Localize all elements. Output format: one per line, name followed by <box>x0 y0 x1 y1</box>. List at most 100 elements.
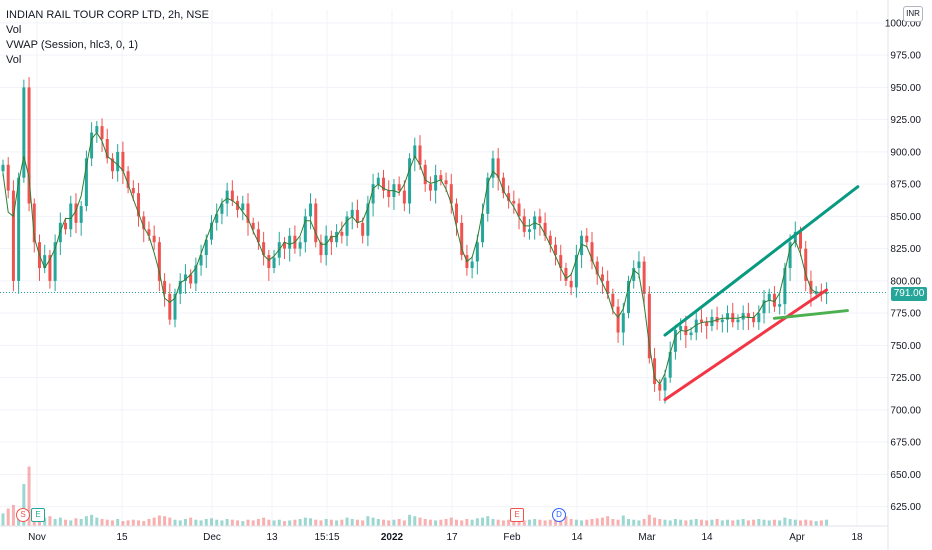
split-event-icon[interactable]: S <box>16 508 30 522</box>
earnings-event-icon-2[interactable]: E <box>510 508 524 522</box>
volume-bar <box>595 518 599 526</box>
candle-body <box>147 229 151 236</box>
candle-body <box>256 229 260 243</box>
volume-bar <box>705 520 709 526</box>
candle-body <box>27 87 31 204</box>
volume-bar <box>309 518 313 526</box>
volume-bar <box>361 520 365 526</box>
symbol-title[interactable]: INDIAN RAIL TOUR CORP LTD, 2h, NSE <box>6 9 209 21</box>
volume-bar <box>679 519 683 526</box>
candle-body <box>444 180 448 185</box>
currency-badge[interactable]: INR <box>903 6 923 22</box>
volume-bar <box>606 516 610 526</box>
candle-body <box>303 216 307 243</box>
volume-bar <box>1 513 5 526</box>
candle-body <box>376 177 380 185</box>
vwap-line <box>2 131 827 386</box>
candle-body <box>131 188 135 194</box>
volume-bar <box>236 520 240 526</box>
chart-grid <box>0 10 888 526</box>
y-tick-label: 875.00 <box>890 180 921 191</box>
candle-body <box>569 280 573 288</box>
candle-body <box>642 261 646 294</box>
volume-bar <box>793 519 797 526</box>
candle-body <box>501 177 505 194</box>
candle-body <box>189 274 193 284</box>
volume-bar <box>355 519 359 526</box>
dividend-event-icon[interactable]: D <box>552 508 566 522</box>
volume-bar <box>230 519 234 526</box>
candle-body <box>246 203 250 223</box>
lower-channel-trendline <box>663 288 829 402</box>
candle-body <box>783 268 787 305</box>
candle-body <box>600 274 604 281</box>
volume-bar <box>574 519 578 526</box>
vwap-legend[interactable]: VWAP (Session, hlc3, 0, 1) <box>6 39 139 51</box>
volume-bar <box>204 519 208 526</box>
candle-body <box>355 209 359 223</box>
candle-body <box>699 319 703 323</box>
volume-bar <box>408 514 412 526</box>
candle-body <box>105 139 109 159</box>
candle-body <box>517 203 521 217</box>
trendline-annotations[interactable] <box>663 185 860 402</box>
volume-bar <box>783 517 787 526</box>
candle-body <box>554 244 558 256</box>
candle-body <box>527 229 531 232</box>
volume-bar <box>168 517 172 526</box>
candle-body <box>178 280 182 294</box>
volume-bar <box>434 520 438 526</box>
last-price-tag: 791.00 <box>891 287 927 301</box>
candle-body <box>491 158 495 178</box>
price-axis[interactable]: 1000.00 975.00 950.00 925.00 900.00 875.00 850… <box>885 0 922 550</box>
volume-bar <box>731 520 735 526</box>
volume-bar <box>465 519 469 526</box>
volume-bar <box>199 520 203 526</box>
volume-bar <box>799 520 803 526</box>
candle-body <box>720 319 724 323</box>
volume-bar <box>69 520 73 526</box>
candle-body <box>616 306 620 333</box>
volume-bar <box>319 520 323 526</box>
volume-bar <box>694 519 698 526</box>
candle-body <box>585 235 589 243</box>
volume-bar <box>428 519 432 526</box>
y-tick-label: 775.00 <box>890 309 921 320</box>
candle-body <box>621 313 625 333</box>
volume-bar <box>736 519 740 526</box>
volume-legend[interactable]: Vol <box>6 24 22 36</box>
volume-bar <box>533 519 537 526</box>
candle-body <box>611 293 615 307</box>
volume-bar <box>710 519 714 526</box>
volume-bar <box>105 519 109 526</box>
candle-body <box>507 193 511 201</box>
volume-bar <box>720 520 724 526</box>
volume-bar <box>663 519 667 526</box>
volume-bar <box>147 519 151 526</box>
candle-body <box>481 213 485 243</box>
volume-bar <box>501 520 505 526</box>
candle-body <box>522 216 526 232</box>
candle-body <box>746 313 750 318</box>
time-axis[interactable]: Nov 15 Dec 13 15:15 2022 17 Feb 14 Mar 14 Apr 18 <box>0 525 888 543</box>
volume-bar <box>788 519 792 526</box>
volume-bar <box>277 519 281 526</box>
candle-body <box>382 177 386 191</box>
volume-bar <box>345 517 349 526</box>
candle-body <box>210 222 213 240</box>
candle-body <box>408 158 412 204</box>
volume-bar <box>621 515 625 526</box>
chart-legend: INDIAN RAIL TOUR CORP LTD, 2h, NSE Vol V… <box>6 8 209 68</box>
volume-bar <box>53 519 57 526</box>
volume-bar <box>585 519 589 526</box>
candle-body <box>752 317 756 323</box>
volume-legend-2[interactable]: Vol <box>6 54 22 66</box>
y-tick-label: 725.00 <box>890 373 921 384</box>
earnings-event-icon[interactable]: E <box>31 508 45 522</box>
volume-bar <box>126 520 130 526</box>
candle-body <box>731 313 735 323</box>
volume-bar <box>100 519 104 526</box>
volume-bar <box>715 519 719 526</box>
y-tick-label: 675.00 <box>890 438 921 449</box>
